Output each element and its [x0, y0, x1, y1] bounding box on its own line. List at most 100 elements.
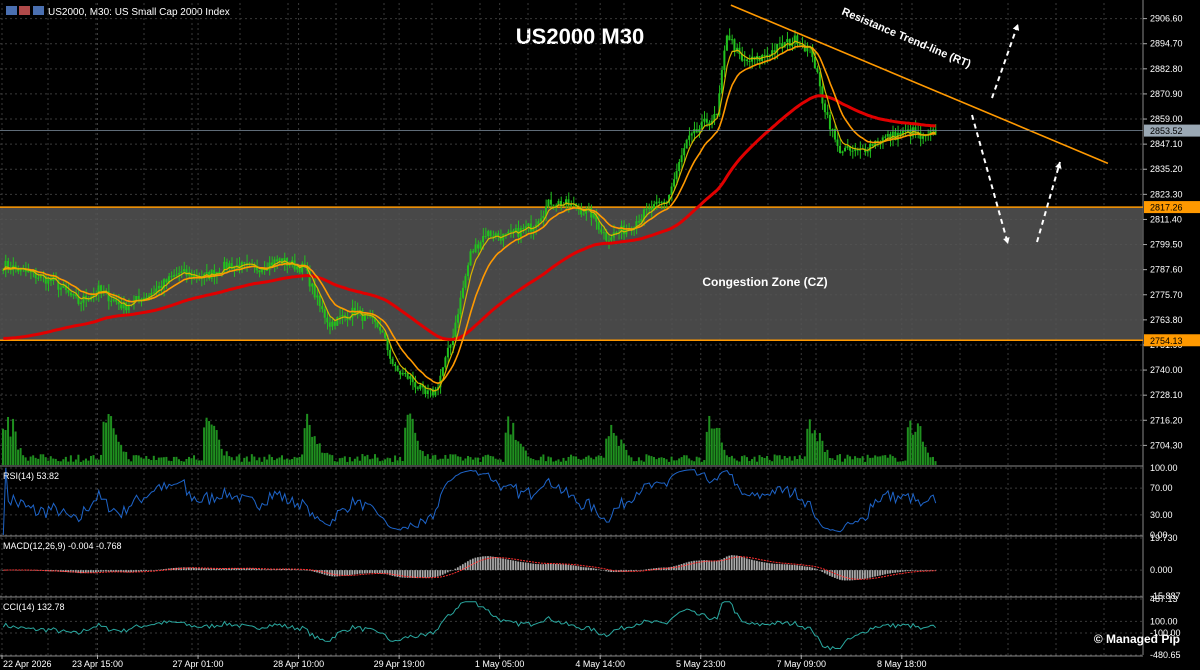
macd-hist-bar — [670, 566, 673, 571]
volume-bar — [308, 424, 311, 465]
volume-bar — [627, 455, 630, 465]
volume-bar — [929, 457, 932, 465]
candle-body — [899, 132, 902, 136]
volume-bar — [876, 456, 879, 465]
macd-hist-bar — [705, 560, 708, 571]
candle-body — [444, 357, 447, 368]
candle-body — [733, 39, 736, 52]
macd-hist-bar — [4, 569, 7, 571]
volume-bar — [595, 456, 598, 465]
candle-body — [818, 72, 821, 87]
candle-body — [44, 276, 47, 284]
volume-bar — [813, 430, 816, 465]
candle-body — [668, 194, 671, 203]
volume-bar — [255, 460, 258, 465]
volume-bar — [763, 457, 766, 465]
macd-hist-bar — [700, 560, 703, 571]
volume-bar — [585, 456, 588, 465]
volume-bar — [250, 454, 253, 465]
volume-bar — [444, 454, 447, 465]
volume-bar — [32, 455, 35, 465]
candle-body — [678, 162, 681, 172]
macd-hist-bar — [245, 568, 248, 571]
volume-bar — [323, 453, 326, 465]
volume-bar — [356, 456, 359, 465]
macd-hist-bar — [519, 561, 522, 571]
volume-bar — [210, 424, 213, 465]
volume-bar — [730, 455, 733, 465]
candle-body — [343, 315, 346, 317]
macd-hist-bar — [311, 570, 313, 572]
candle-body — [152, 292, 155, 294]
candle-body — [600, 229, 603, 233]
volume-bar — [82, 460, 85, 465]
candle-body — [645, 208, 648, 210]
volume-bar — [808, 419, 811, 465]
volume-bar — [725, 455, 728, 465]
macd-hist-bar — [884, 570, 886, 575]
volume-bar — [934, 461, 937, 465]
macd-hist-bar — [150, 570, 153, 571]
volume-bar — [391, 461, 394, 465]
macd-hist-bar — [356, 570, 359, 575]
candle-body — [673, 179, 676, 187]
macd-hist-bar — [901, 570, 904, 572]
macd-hist-bar — [396, 570, 399, 577]
volume-bar — [705, 431, 708, 465]
macd-hist-bar — [338, 570, 341, 577]
candle-body — [479, 242, 482, 249]
macd-hist-bar — [733, 555, 736, 571]
macd-hist-bar — [152, 570, 155, 571]
volume-bar — [49, 456, 52, 465]
time-axis-label: 5 May 23:00 — [676, 659, 726, 669]
volume-bar — [79, 461, 82, 465]
candle-body — [296, 266, 299, 270]
macd-hist-bar — [577, 566, 580, 571]
macd-hist-bar — [371, 570, 374, 573]
volume-bar — [886, 457, 889, 465]
volume-bar — [713, 428, 716, 465]
volume-bar — [218, 439, 221, 465]
candle-body — [280, 258, 284, 264]
candle-body — [77, 296, 80, 304]
macd-hist-bar — [306, 570, 308, 571]
macd-hist-bar — [522, 562, 525, 571]
volume-bar — [268, 454, 271, 465]
price-axis-label: 2763.80 — [1150, 315, 1183, 325]
macd-hist-bar — [552, 563, 555, 571]
indicator-label: MACD(12,26,9) -0.004 -0.768 — [3, 541, 122, 551]
candle-body — [916, 132, 919, 134]
candle-body — [921, 136, 924, 139]
candle-body — [663, 201, 666, 203]
macd-hist-bar — [715, 560, 718, 571]
volume-bar — [668, 461, 671, 465]
candle-body — [391, 358, 394, 365]
macd-hist-bar — [303, 569, 306, 571]
candle-body — [484, 236, 487, 238]
macd-hist-bar — [592, 568, 595, 571]
volume-bar — [165, 456, 168, 465]
volume-bar — [580, 459, 583, 465]
macd-hist-bar — [758, 561, 761, 571]
volume-bar — [185, 458, 188, 465]
macd-hist-bar — [313, 570, 316, 572]
volume-bar — [733, 458, 736, 465]
macd-hist-bar — [916, 570, 919, 571]
candle-body — [74, 293, 77, 297]
volume-bar — [333, 461, 336, 465]
candle-body — [801, 44, 804, 46]
volume-bar — [884, 455, 887, 465]
candle-body — [409, 376, 412, 379]
candle-body — [399, 370, 402, 375]
macd-hist-bar — [379, 570, 381, 574]
volume-bar — [4, 430, 7, 465]
macd-hist-bar — [147, 570, 150, 571]
macd-hist-bar — [761, 561, 763, 571]
macd-hist-bar — [477, 557, 479, 571]
candle-body — [745, 59, 748, 61]
price-axis-label: 2775.70 — [1150, 290, 1183, 300]
candle-body — [838, 145, 841, 154]
candle-body — [854, 149, 857, 151]
volume-bar — [492, 456, 495, 465]
macd-hist-bar — [195, 567, 198, 571]
